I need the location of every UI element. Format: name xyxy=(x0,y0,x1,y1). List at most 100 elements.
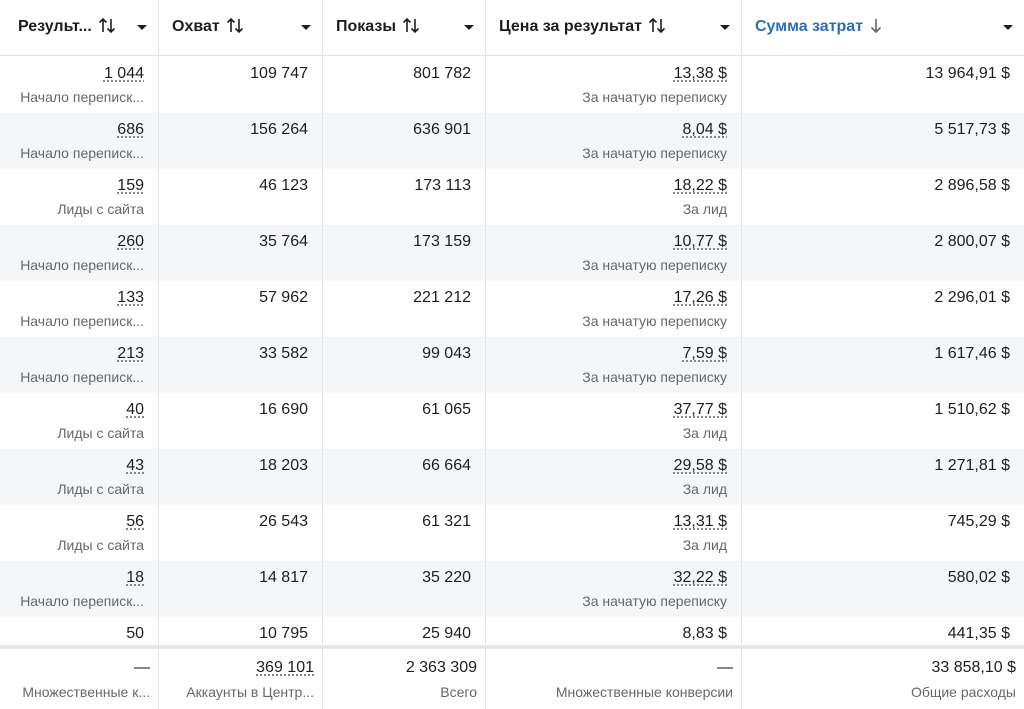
footer-subtitle: Всего xyxy=(440,684,477,700)
table-row: 159 Лиды с сайта 46 123 173 113 18,22 $ За ли… xyxy=(0,169,1024,225)
cell-subtitle: Лиды с сайта xyxy=(57,201,144,217)
cell-value: 14 817 xyxy=(259,569,308,586)
header-label: Результ... xyxy=(18,18,92,35)
footer-separator xyxy=(0,645,1024,649)
cell-value: 2 896,58 $ xyxy=(934,177,1010,194)
cell-value: 43 xyxy=(126,457,144,474)
column-divider xyxy=(485,0,486,709)
sort-icon[interactable] xyxy=(98,16,118,36)
cell-value: 26 543 xyxy=(259,513,308,530)
cell-value: 57 962 xyxy=(259,289,308,306)
table-row: 1 044 Начало переписк... 109 747 801 782 13,… xyxy=(0,57,1024,113)
footer-value: 369 101 xyxy=(256,659,314,676)
cell-value: 32,22 $ xyxy=(673,569,727,586)
cell-value: 441,35 $ xyxy=(947,625,1010,642)
cell-value: 260 xyxy=(117,233,144,250)
cell-subtitle: За лид xyxy=(682,425,727,441)
cell-value: 1 510,62 $ xyxy=(934,401,1010,418)
cell-value: 133 xyxy=(117,289,144,306)
column-header[interactable]: Показы xyxy=(322,0,485,56)
cell-value: 35 220 xyxy=(422,569,471,586)
cell-subtitle: Начало переписк... xyxy=(20,257,144,273)
table-row: 213 Начало переписк... 33 582 99 043 7,59 $ З… xyxy=(0,337,1024,393)
cell-value: 61 321 xyxy=(422,513,471,530)
cell-value: 156 264 xyxy=(250,121,308,138)
column-header[interactable]: Охват xyxy=(158,0,322,56)
header-label: Показы xyxy=(336,18,396,35)
footer-subtitle: Множественные конверсии xyxy=(555,684,733,700)
cell-subtitle: За начатую переписку xyxy=(582,89,727,105)
footer-row: — Множественные к... 369 101 Аккаунты в Цен… xyxy=(0,649,1024,709)
cell-subtitle: Начало переписк... xyxy=(20,593,144,609)
cell-value: 61 065 xyxy=(422,401,471,418)
cell-subtitle: За лид xyxy=(682,201,727,217)
cell-value: 1 044 xyxy=(103,65,144,82)
column-menu[interactable] xyxy=(1002,16,1014,36)
cell-value: 18 203 xyxy=(259,457,308,474)
column-divider xyxy=(322,0,323,709)
cell-value: 2 800,07 $ xyxy=(934,233,1010,250)
column-header[interactable]: Результ... xyxy=(0,0,158,56)
cell-value: 18,22 $ xyxy=(673,177,727,194)
footer-value: 2 363 309 xyxy=(405,659,477,676)
table-row: 56 Лиды с сайта 26 543 61 321 13,31 $ За лид 7… xyxy=(0,505,1024,561)
cell-subtitle: За начатую переписку xyxy=(582,145,727,161)
cell-value: 25 940 xyxy=(422,625,471,642)
sort-icon[interactable] xyxy=(648,16,668,36)
column-header[interactable]: Цена за результат xyxy=(485,0,741,56)
cell-subtitle: За лид xyxy=(682,481,727,497)
column-header[interactable]: Сумма затрат xyxy=(741,0,1024,56)
cell-subtitle: Лиды с сайта xyxy=(57,537,144,553)
table-row: 43 Лиды с сайта 18 203 66 664 29,58 $ За лид 1… xyxy=(0,449,1024,505)
cell-subtitle: За начатую переписку xyxy=(582,313,727,329)
column-menu[interactable] xyxy=(300,16,312,36)
footer-subtitle: Аккаунты в Центр... xyxy=(186,684,314,700)
column-menu[interactable] xyxy=(463,16,475,36)
table-row: 260 Начало переписк... 35 764 173 159 10,77 … xyxy=(0,225,1024,281)
cell-subtitle: Начало переписк... xyxy=(20,89,144,105)
table-row: 686 Начало переписк... 156 264 636 901 8,04 … xyxy=(0,113,1024,169)
cell-value: 2 296,01 $ xyxy=(934,289,1010,306)
cell-value: 173 113 xyxy=(414,177,471,194)
cell-value: 745,29 $ xyxy=(947,513,1010,530)
column-divider xyxy=(741,0,742,709)
cell-value: 1 271,81 $ xyxy=(934,457,1010,474)
cell-value: 159 xyxy=(117,177,144,194)
cell-value: 5 517,73 $ xyxy=(934,121,1010,138)
cell-subtitle: Начало переписк... xyxy=(20,313,144,329)
cell-value: 66 664 xyxy=(422,457,471,474)
table-row: 18 Начало переписк... 14 817 35 220 32,22 $ З… xyxy=(0,561,1024,617)
cell-value: 17,26 $ xyxy=(673,289,727,306)
cell-value: 13,38 $ xyxy=(673,65,727,82)
cell-value: 109 747 xyxy=(250,65,308,82)
sort-icon[interactable] xyxy=(402,16,422,36)
cell-value: 10,77 $ xyxy=(673,233,727,250)
cell-subtitle: Начало переписк... xyxy=(20,145,144,161)
cell-value: 35 764 xyxy=(259,233,308,250)
cell-value: 686 xyxy=(117,121,144,138)
cell-subtitle: За начатую переписку xyxy=(582,593,727,609)
sort-desc-icon[interactable] xyxy=(869,16,889,36)
footer-value: — xyxy=(134,659,150,676)
cell-subtitle: За лид xyxy=(682,537,727,553)
column-menu[interactable] xyxy=(136,16,148,36)
footer-subtitle: Множественные к... xyxy=(22,684,150,700)
header-label: Цена за результат xyxy=(499,18,642,35)
cell-value: 56 xyxy=(126,513,144,530)
cell-subtitle: За начатую переписку xyxy=(582,257,727,273)
sort-icon[interactable] xyxy=(226,16,246,36)
cell-value: 10 795 xyxy=(259,625,308,642)
cell-value: 213 xyxy=(117,345,144,362)
cell-value: 1 617,46 $ xyxy=(934,345,1010,362)
cell-subtitle: Начало переписк... xyxy=(20,369,144,385)
column-menu[interactable] xyxy=(719,16,731,36)
cell-value: 580,02 $ xyxy=(947,569,1010,586)
footer-subtitle: Общие расходы xyxy=(910,684,1016,700)
cell-subtitle: Лиды с сайта xyxy=(57,481,144,497)
cell-value: 8,83 $ xyxy=(682,625,727,642)
cell-value: 13 964,91 $ xyxy=(925,65,1010,82)
cell-subtitle: Лиды с сайта xyxy=(57,425,144,441)
cell-value: 50 xyxy=(126,625,144,642)
table-row: 133 Начало переписк... 57 962 221 212 17,26 … xyxy=(0,281,1024,337)
cell-value: 16 690 xyxy=(259,401,308,418)
